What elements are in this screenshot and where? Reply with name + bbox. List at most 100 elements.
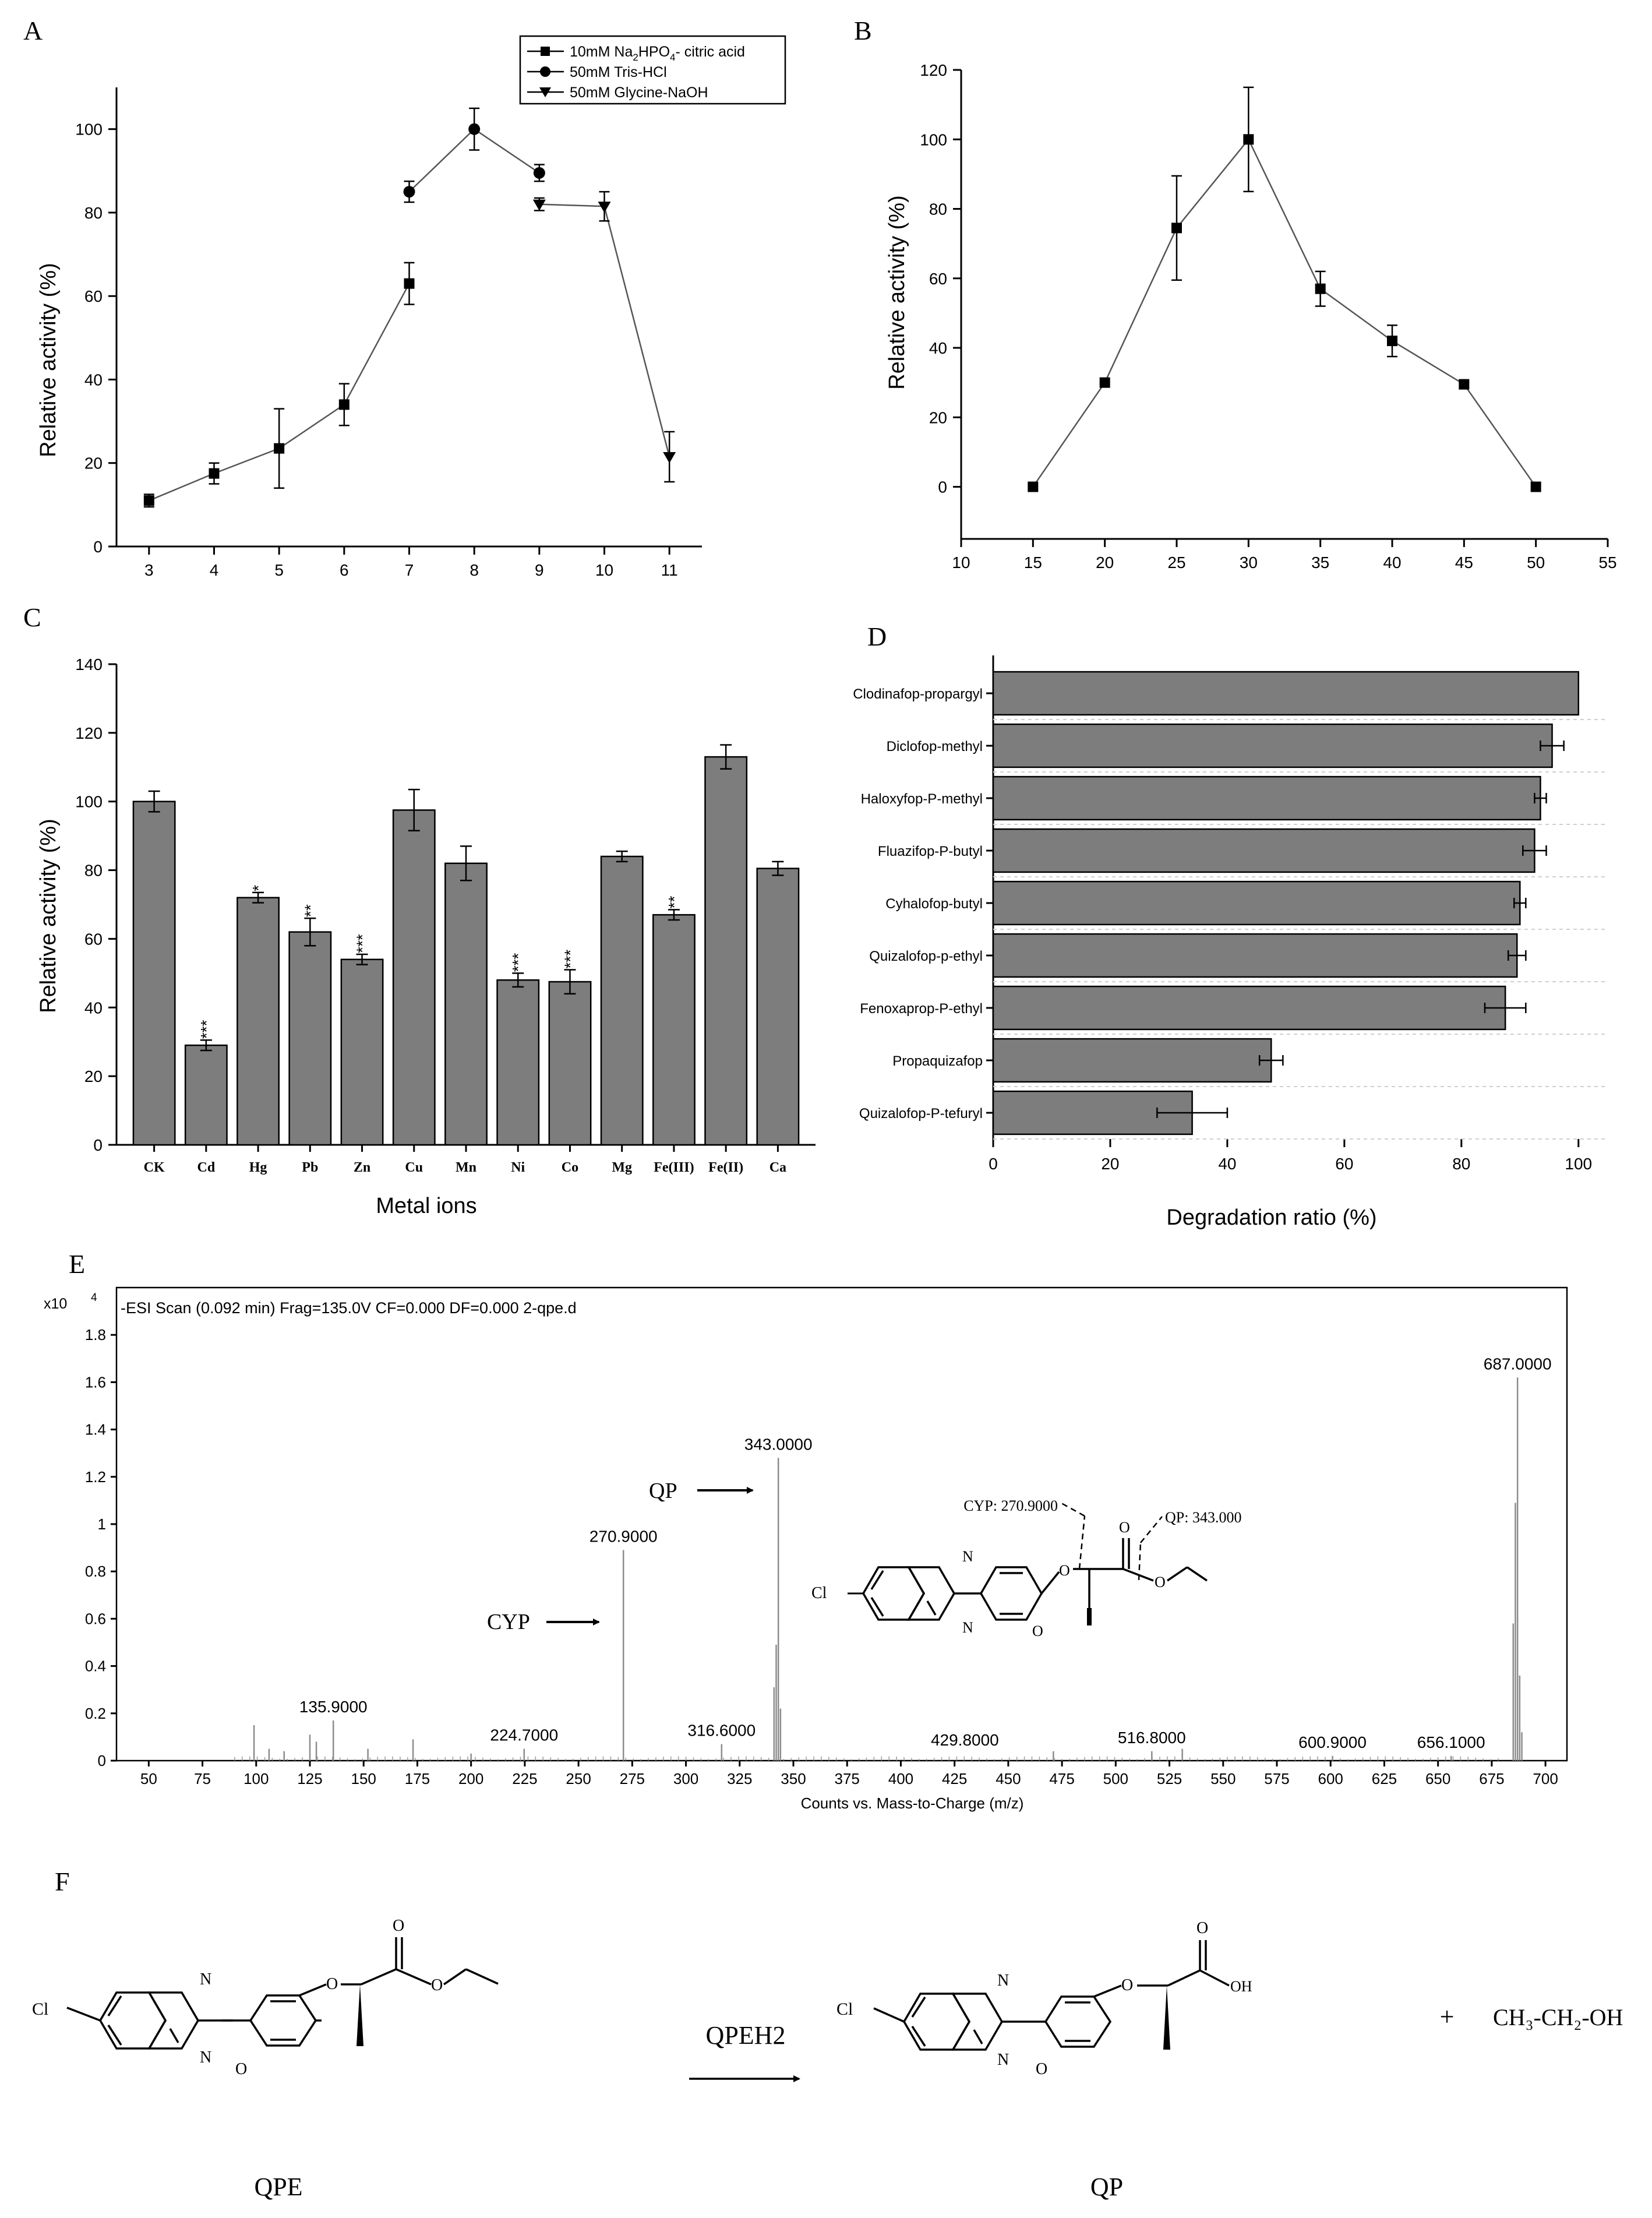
- cyp-cleavage-label: CYP: 270.9000: [963, 1497, 1058, 1514]
- legend-a-item-1: 10mM Na2HPO4- citric acid: [570, 44, 745, 63]
- chart-e-peak-label: 687.0000: [1484, 1355, 1552, 1373]
- chart-b-point: [1028, 481, 1039, 492]
- chart-d-xtick-label: 100: [1565, 1155, 1592, 1173]
- chart-d-xtick-label: 40: [1218, 1155, 1236, 1173]
- chart-c-error-bar: [772, 861, 784, 876]
- chart-e-frame: [115, 1286, 1568, 1762]
- panel-label-a: A: [23, 16, 43, 45]
- chart-d-bar: [992, 723, 1553, 768]
- chart-e-xtick-label: 225: [512, 1770, 537, 1787]
- qp-atom-n-2: N: [997, 2051, 1009, 2069]
- chart-e-ytick-label: 0.4: [85, 1658, 106, 1675]
- chart-b-xtick-label: 40: [1383, 553, 1401, 572]
- chart-c-significance: ***: [561, 950, 579, 969]
- qpe-atom-o-4: O: [431, 1976, 443, 1994]
- chart-c-bar: [340, 958, 384, 1146]
- qpe-structure: Cl N N O O O O QPE: [32, 1917, 499, 2201]
- qp-atom-oh: OH: [1230, 1978, 1252, 1995]
- chart-a-ytick-label: 100: [75, 121, 103, 139]
- reaction-arrow: QPEH2: [689, 2021, 800, 2082]
- qp-cleavage-label: QP: 343.000: [1165, 1509, 1241, 1526]
- chart-d-ytick-label: Clodinafop-propargyl: [853, 686, 983, 702]
- qpe-atom-n-1: N: [200, 1970, 211, 1988]
- qpe-atom-cl: Cl: [32, 2000, 48, 2019]
- chart-a-ylabel: Relative activity (%): [36, 263, 61, 457]
- chart-b-series-line: [1032, 137, 1537, 488]
- qpe-atom-o-1: O: [235, 2060, 247, 2078]
- chart-c-xtick-label: Cd: [197, 1160, 216, 1175]
- cyp-arrow-label: CYP: [487, 1610, 530, 1634]
- chart-c: 0 20 40 60 80 100 120 140 CK Cd *** Hg * Pb ** Zn *** Cu…: [36, 655, 816, 1218]
- legend-a-item-3: 50mM Glycine-NaOH: [570, 84, 708, 101]
- chart-b-ytick-label: 120: [920, 61, 947, 79]
- chart-a-point: [532, 199, 546, 211]
- chart-e-xtick-label: 50: [140, 1770, 157, 1787]
- chart-e-peak-label: 429.8000: [931, 1731, 999, 1749]
- panel-label-f: F: [55, 1867, 70, 1896]
- chart-c-bar: [288, 931, 332, 1146]
- chart-a-xtick-label: 3: [144, 561, 154, 579]
- chart-c-error-bar: [512, 972, 524, 988]
- chart-e-xtick-label: 650: [1425, 1770, 1450, 1787]
- chart-c-ytick-label: 60: [84, 930, 103, 948]
- chart-b-point: [1315, 283, 1326, 294]
- chart-b-xtick-label: 20: [1096, 553, 1114, 572]
- chart-b-xtick-label: 55: [1598, 553, 1616, 572]
- qpe-atom-n-2: N: [200, 2048, 211, 2067]
- chart-c-error-bar: [720, 744, 732, 770]
- chart-e-ytick-label: 0: [98, 1752, 106, 1769]
- chart-a-legend: 10mM Na2HPO4- citric acid 50mM Tris-HCl …: [519, 35, 786, 105]
- chart-d-xtick-label: 0: [989, 1155, 998, 1173]
- chart-c-bar: [496, 979, 540, 1146]
- chart-b-xtick-label: 35: [1311, 553, 1329, 572]
- chart-e-ytick-label: 0.2: [85, 1705, 106, 1722]
- chart-e-xtick-label: 575: [1264, 1770, 1289, 1787]
- chart-d-ytick-label: Diclofop-methyl: [887, 739, 983, 754]
- chart-e-ytick-label: 1.2: [85, 1468, 106, 1486]
- chart-e-xtick-label: 250: [566, 1770, 591, 1787]
- chart-e-xtick-label: 300: [673, 1770, 698, 1787]
- atom-cl: Cl: [811, 1584, 827, 1602]
- chart-e-xtick-label: 325: [727, 1770, 752, 1787]
- chart-d-error-bar: [1507, 950, 1527, 961]
- chart-c-bar: [548, 981, 592, 1146]
- chart-b-xtick-label: 30: [1240, 553, 1258, 572]
- chart-c-error-bar: [564, 969, 576, 995]
- chart-a-point: [404, 278, 415, 289]
- qp-atom-o-2: O: [1121, 1976, 1133, 1994]
- chart-e-ytick-label: 1.8: [85, 1326, 106, 1344]
- chart-d-xtick-label: 20: [1101, 1155, 1119, 1173]
- chart-c-xtick-label: Ni: [511, 1160, 525, 1175]
- plus-sign: +: [1440, 2002, 1455, 2031]
- chart-e-xtick-label: 450: [996, 1770, 1021, 1787]
- chart-e-xtick-label: 125: [297, 1770, 322, 1787]
- chart-e-peak-label: 135.9000: [299, 1698, 368, 1716]
- chart-c-bar: [184, 1044, 228, 1146]
- chart-c-bar: [392, 809, 436, 1146]
- chart-c-xlabel: Metal ions: [376, 1194, 476, 1218]
- chart-c-bar: [132, 801, 176, 1146]
- chart-c-xtick-label: Hg: [249, 1160, 267, 1175]
- chart-e-title: -ESI Scan (0.092 min) Frag=135.0V CF=0.0…: [121, 1299, 577, 1317]
- atom-o-1: O: [1032, 1623, 1043, 1639]
- chart-a-point: [533, 167, 545, 179]
- qp-arrow: QP: [649, 1479, 754, 1503]
- panel-label-b: B: [854, 16, 872, 45]
- chart-c-xtick-label: Zn: [354, 1160, 370, 1175]
- chart-d-ytick-label: Propaquizafop: [892, 1053, 983, 1069]
- chart-c-xtick-label: Co: [562, 1160, 578, 1175]
- chart-e-xtick-label: 550: [1210, 1770, 1236, 1787]
- chart-c-xtick-label: Ca: [769, 1160, 786, 1175]
- chart-c-ytick-label: 140: [75, 655, 103, 673]
- chart-e-peak-label: 656.1000: [1417, 1733, 1485, 1751]
- chart-b-xtick-label: 50: [1527, 553, 1545, 572]
- chart-b-point: [1099, 377, 1110, 388]
- reaction-scheme: Cl N N O O O O QPE QPEH2: [32, 1917, 1623, 2201]
- chart-c-error-bar: [408, 788, 420, 832]
- chart-e-xtick-label: 675: [1479, 1770, 1504, 1787]
- chart-b-xtick-label: 10: [952, 553, 970, 572]
- chart-b-ytick-label: 100: [920, 131, 947, 149]
- chart-e-exponent: 4: [91, 1292, 97, 1304]
- chart-a-xtick-label: 6: [340, 561, 349, 579]
